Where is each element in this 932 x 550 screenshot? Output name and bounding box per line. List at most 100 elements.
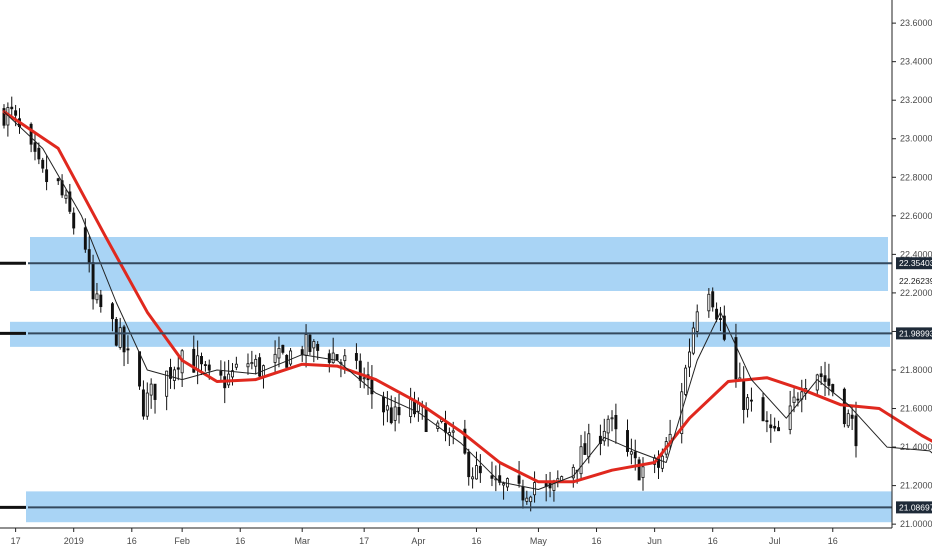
candle[interactable]	[718, 306, 722, 332]
candle[interactable]	[823, 361, 827, 397]
candle[interactable]	[641, 457, 645, 491]
candle[interactable]	[362, 367, 366, 389]
candle[interactable]	[688, 338, 691, 377]
candle[interactable]	[316, 341, 320, 360]
candle[interactable]	[765, 411, 769, 433]
candle[interactable]	[153, 383, 157, 414]
candle[interactable]	[478, 454, 482, 483]
candle[interactable]	[110, 301, 114, 332]
candle[interactable]	[777, 420, 781, 432]
candle[interactable]	[219, 360, 223, 382]
candle[interactable]	[281, 344, 285, 355]
candle[interactable]	[68, 183, 72, 214]
candle[interactable]	[277, 336, 281, 368]
candle[interactable]	[145, 382, 149, 420]
candle[interactable]	[815, 373, 819, 396]
candle[interactable]	[354, 343, 358, 370]
candle[interactable]	[610, 410, 614, 432]
candle[interactable]	[122, 324, 126, 367]
candle[interactable]	[60, 174, 64, 198]
candle[interactable]	[308, 334, 312, 356]
candle[interactable]	[10, 96, 14, 119]
candle[interactable]	[521, 479, 525, 509]
candle[interactable]	[273, 340, 277, 373]
candle[interactable]	[831, 383, 835, 397]
candle[interactable]	[176, 356, 180, 381]
candle[interactable]	[707, 288, 711, 318]
candle[interactable]	[637, 456, 641, 481]
candle[interactable]	[335, 354, 339, 361]
candle[interactable]	[300, 345, 304, 362]
candle[interactable]	[56, 177, 60, 185]
candle[interactable]	[45, 155, 49, 191]
candle[interactable]	[289, 348, 293, 367]
time-axis[interactable]: 17 2019 16 Feb 16 Mar 17 Apr 16 May 16 Jun 16 Jul 16	[11, 528, 838, 546]
candle[interactable]	[722, 305, 726, 342]
candle[interactable]	[99, 289, 103, 313]
candle[interactable]	[413, 391, 416, 418]
candle[interactable]	[502, 481, 506, 500]
fast-moving-average-line[interactable]	[3, 111, 932, 490]
candle[interactable]	[95, 282, 99, 304]
candle[interactable]	[773, 417, 777, 432]
candle[interactable]	[471, 467, 475, 489]
candle[interactable]	[827, 363, 831, 396]
candle[interactable]	[196, 340, 200, 385]
candle[interactable]	[114, 317, 118, 347]
candle[interactable]	[556, 470, 560, 488]
candle[interactable]	[312, 339, 316, 363]
candle[interactable]	[629, 438, 633, 465]
candle[interactable]	[583, 431, 587, 455]
candle[interactable]	[180, 349, 184, 387]
candle[interactable]	[149, 378, 153, 409]
candle[interactable]	[246, 353, 250, 375]
candle[interactable]	[749, 387, 753, 412]
candle[interactable]	[72, 207, 76, 235]
candle[interactable]	[6, 102, 10, 137]
candle[interactable]	[33, 132, 37, 161]
candle[interactable]	[711, 287, 715, 312]
candle[interactable]	[397, 393, 401, 424]
candle[interactable]	[606, 415, 610, 447]
candle[interactable]	[598, 424, 602, 456]
candle[interactable]	[203, 360, 207, 372]
candle[interactable]	[64, 189, 68, 204]
candle[interactable]	[234, 356, 238, 371]
price-axis[interactable]: 21.00000 21.20000 21.40000 21.60000 21.80000…	[892, 18, 932, 529]
candle[interactable]	[467, 448, 471, 486]
candle[interactable]	[529, 495, 533, 512]
candle[interactable]	[505, 477, 509, 491]
candle[interactable]	[734, 323, 738, 388]
candle[interactable]	[138, 351, 142, 390]
candle[interactable]	[695, 304, 699, 338]
slow-moving-average-line[interactable]	[2, 110, 932, 484]
candle[interactable]	[742, 366, 746, 424]
candle[interactable]	[165, 370, 169, 411]
candle[interactable]	[819, 366, 823, 386]
candle[interactable]	[769, 414, 773, 443]
candle[interactable]	[447, 427, 451, 446]
candle[interactable]	[602, 418, 606, 446]
candle[interactable]	[41, 157, 45, 173]
candle[interactable]	[842, 387, 846, 428]
candle[interactable]	[358, 353, 362, 388]
candle[interactable]	[517, 461, 521, 488]
candle[interactable]	[258, 353, 262, 380]
candle[interactable]	[525, 490, 529, 505]
candle[interactable]	[463, 419, 467, 455]
candle[interactable]	[684, 364, 688, 397]
candle[interactable]	[614, 403, 618, 444]
candle[interactable]	[169, 358, 172, 389]
candle[interactable]	[227, 359, 231, 388]
candle[interactable]	[761, 392, 765, 422]
candle[interactable]	[854, 401, 858, 458]
candle[interactable]	[393, 397, 397, 432]
candle[interactable]	[626, 419, 629, 457]
candle[interactable]	[409, 387, 413, 424]
candle[interactable]	[37, 142, 41, 165]
candle[interactable]	[254, 354, 258, 375]
candle[interactable]	[846, 409, 850, 428]
candle[interactable]	[2, 104, 6, 129]
candle[interactable]	[250, 350, 254, 370]
candle[interactable]	[579, 434, 583, 479]
